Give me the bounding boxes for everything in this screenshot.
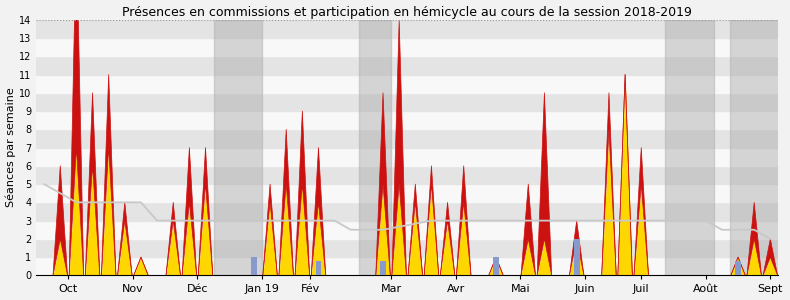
Bar	[36, 184, 778, 202]
Bar	[251, 257, 257, 275]
Bar	[730, 20, 790, 275]
Bar	[36, 111, 778, 129]
Bar	[36, 129, 778, 148]
Y-axis label: Séances par semaine: Séances par semaine	[6, 88, 16, 207]
Bar	[36, 257, 778, 275]
Bar	[36, 148, 778, 166]
Title: Présences en commissions et participation en hémicycle au cours de la session 20: Présences en commissions et participatio…	[122, 6, 692, 19]
Bar	[574, 239, 580, 275]
Bar	[735, 261, 741, 275]
Bar	[36, 20, 778, 38]
Bar	[36, 38, 778, 56]
Bar	[213, 20, 262, 275]
Bar	[36, 239, 778, 257]
Bar	[493, 257, 498, 275]
Bar	[359, 20, 391, 275]
Bar	[380, 261, 386, 275]
Bar	[665, 20, 714, 275]
Bar	[36, 93, 778, 111]
Bar	[36, 56, 778, 74]
Bar	[36, 74, 778, 93]
Bar	[36, 220, 778, 239]
Bar	[36, 202, 778, 220]
Bar	[36, 166, 778, 184]
Bar	[316, 261, 322, 275]
